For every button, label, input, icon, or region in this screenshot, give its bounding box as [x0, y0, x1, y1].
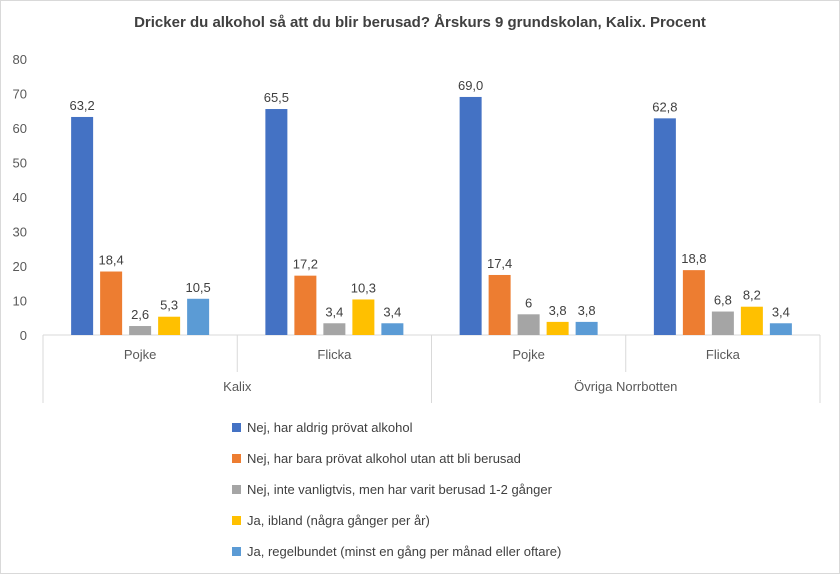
data-label: 2,6 — [131, 307, 149, 322]
legend-item: Nej, har bara prövat alkohol utan att bl… — [232, 443, 792, 474]
legend-label: Nej, har bara prövat alkohol utan att bl… — [247, 451, 521, 466]
category-label: Pojke — [124, 347, 157, 362]
y-tick-label: 40 — [13, 190, 27, 205]
bar — [294, 275, 317, 335]
legend-label: Ja, regelbundet (minst en gång per månad… — [247, 544, 562, 559]
legend-label: Nej, har aldrig prövat alkohol — [247, 420, 413, 435]
legend-item: Ja, ibland (några gånger per år) — [232, 505, 792, 536]
bar — [265, 109, 288, 336]
data-label: 8,2 — [743, 288, 761, 303]
data-label: 65,5 — [264, 90, 289, 105]
y-tick-label: 80 — [13, 52, 27, 67]
legend-swatch — [232, 454, 241, 463]
bar — [381, 323, 404, 335]
y-tick-label: 0 — [20, 328, 27, 343]
legend-swatch — [232, 423, 241, 432]
bar — [682, 270, 705, 335]
data-label: 3,4 — [772, 304, 790, 319]
bar — [711, 311, 734, 335]
group-label: Övriga Norrbotten — [574, 379, 677, 394]
bar — [740, 306, 763, 335]
legend-label: Nej, inte vanligtvis, men har varit beru… — [247, 482, 552, 497]
legend-swatch — [232, 516, 241, 525]
bar — [158, 316, 181, 335]
data-label: 18,8 — [681, 251, 706, 266]
bar — [71, 116, 94, 336]
legend-swatch — [232, 485, 241, 494]
data-label: 17,4 — [487, 256, 512, 271]
data-label: 6,8 — [714, 293, 732, 308]
bar-chart: 0 10 20 30 40 50 60 70 80 63,2 18,4 2,6 5,3 10,5 Pojke… — [13, 52, 821, 403]
bar — [546, 321, 569, 335]
category-label: Pojke — [512, 347, 545, 362]
y-tick-label: 50 — [13, 156, 27, 171]
bar — [488, 274, 511, 335]
data-label: 18,4 — [98, 253, 123, 268]
bar — [517, 314, 540, 335]
legend-swatch — [232, 547, 241, 556]
data-label: 3,8 — [549, 303, 567, 318]
legend: Nej, har aldrig prövat alkohol Nej, har b… — [232, 412, 792, 567]
bar — [129, 326, 152, 335]
bar — [187, 298, 210, 335]
data-label: 6 — [525, 295, 532, 310]
legend-item: Nej, inte vanligtvis, men har varit beru… — [232, 474, 792, 505]
data-label: 5,3 — [160, 298, 178, 313]
y-tick-label: 10 — [13, 294, 27, 309]
data-label: 3,4 — [325, 304, 343, 319]
y-tick-label: 20 — [13, 259, 27, 274]
bar — [352, 299, 375, 335]
bar — [459, 96, 482, 335]
category-label: Flicka — [317, 347, 352, 362]
bar — [323, 323, 346, 335]
category-label: Flicka — [706, 347, 741, 362]
legend-label: Ja, ibland (några gånger per år) — [247, 513, 430, 528]
data-label: 62,8 — [652, 99, 677, 114]
legend-item: Nej, har aldrig prövat alkohol — [232, 412, 792, 443]
bar — [575, 321, 598, 335]
data-label: 63,2 — [69, 98, 94, 113]
data-label: 69,0 — [458, 78, 483, 93]
data-label: 3,4 — [383, 304, 401, 319]
bar — [769, 323, 792, 335]
bar — [100, 271, 123, 335]
bar — [653, 118, 676, 335]
data-label: 10,5 — [185, 280, 210, 295]
data-label: 3,8 — [578, 303, 596, 318]
y-tick-label: 70 — [13, 87, 27, 102]
y-tick-label: 30 — [13, 225, 27, 240]
legend-item: Ja, regelbundet (minst en gång per månad… — [232, 536, 792, 567]
y-tick-label: 60 — [13, 121, 27, 136]
chart-title: Dricker du alkohol så att du blir berusa… — [134, 14, 706, 31]
data-label: 10,3 — [351, 280, 376, 295]
group-label: Kalix — [223, 379, 252, 394]
data-label: 17,2 — [293, 257, 318, 272]
